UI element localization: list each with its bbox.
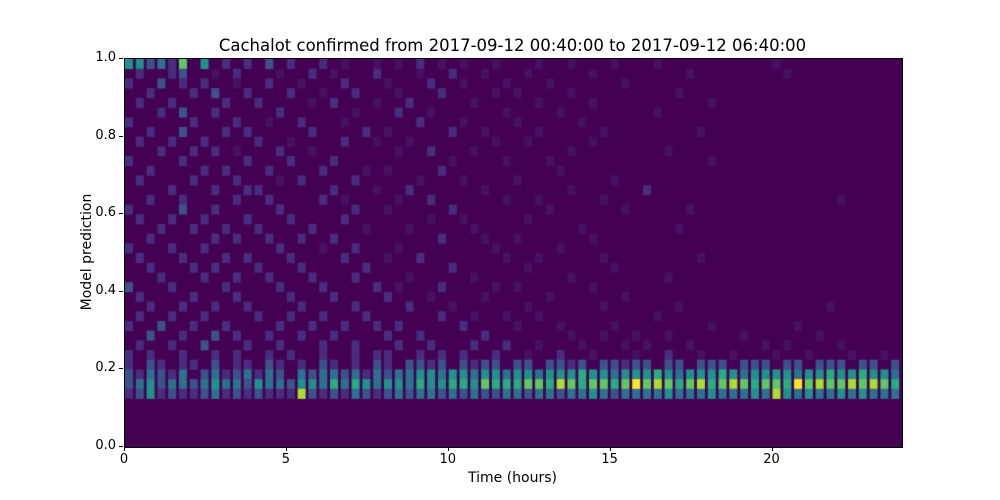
x-tick-mark — [447, 447, 449, 451]
x-tick-mark — [285, 447, 287, 451]
y-tick-label: 0.2 — [95, 360, 116, 376]
x-tick-label: 0 — [119, 452, 129, 467]
chart-title: Cachalot confirmed from 2017-09-12 00:40… — [218, 36, 807, 55]
plot-area — [124, 58, 903, 448]
y-tick-mark — [119, 368, 123, 370]
y-tick-label: 0.6 — [95, 205, 116, 221]
x-tick-label: 15 — [601, 452, 618, 467]
x-tick-label: 10 — [439, 452, 457, 467]
y-tick-mark — [119, 135, 123, 137]
y-tick-mark — [119, 58, 123, 59]
y-tick-mark — [119, 213, 123, 215]
y-tick-label: 0.0 — [95, 438, 116, 453]
y-tick-mark — [119, 446, 123, 447]
y-tick-label: 1.0 — [95, 50, 116, 65]
y-tick-label: 0.4 — [95, 282, 116, 298]
x-tick-mark — [609, 447, 611, 451]
x-tick-mark — [771, 447, 773, 451]
x-axis-label: Time (hours) — [468, 470, 557, 486]
y-tick-mark — [119, 290, 123, 292]
heatmap-canvas — [125, 59, 902, 447]
x-tick-label: 20 — [763, 452, 780, 467]
x-tick-mark — [124, 447, 125, 451]
x-tick-label: 5 — [281, 452, 291, 467]
y-tick-label: 0.8 — [95, 127, 116, 143]
